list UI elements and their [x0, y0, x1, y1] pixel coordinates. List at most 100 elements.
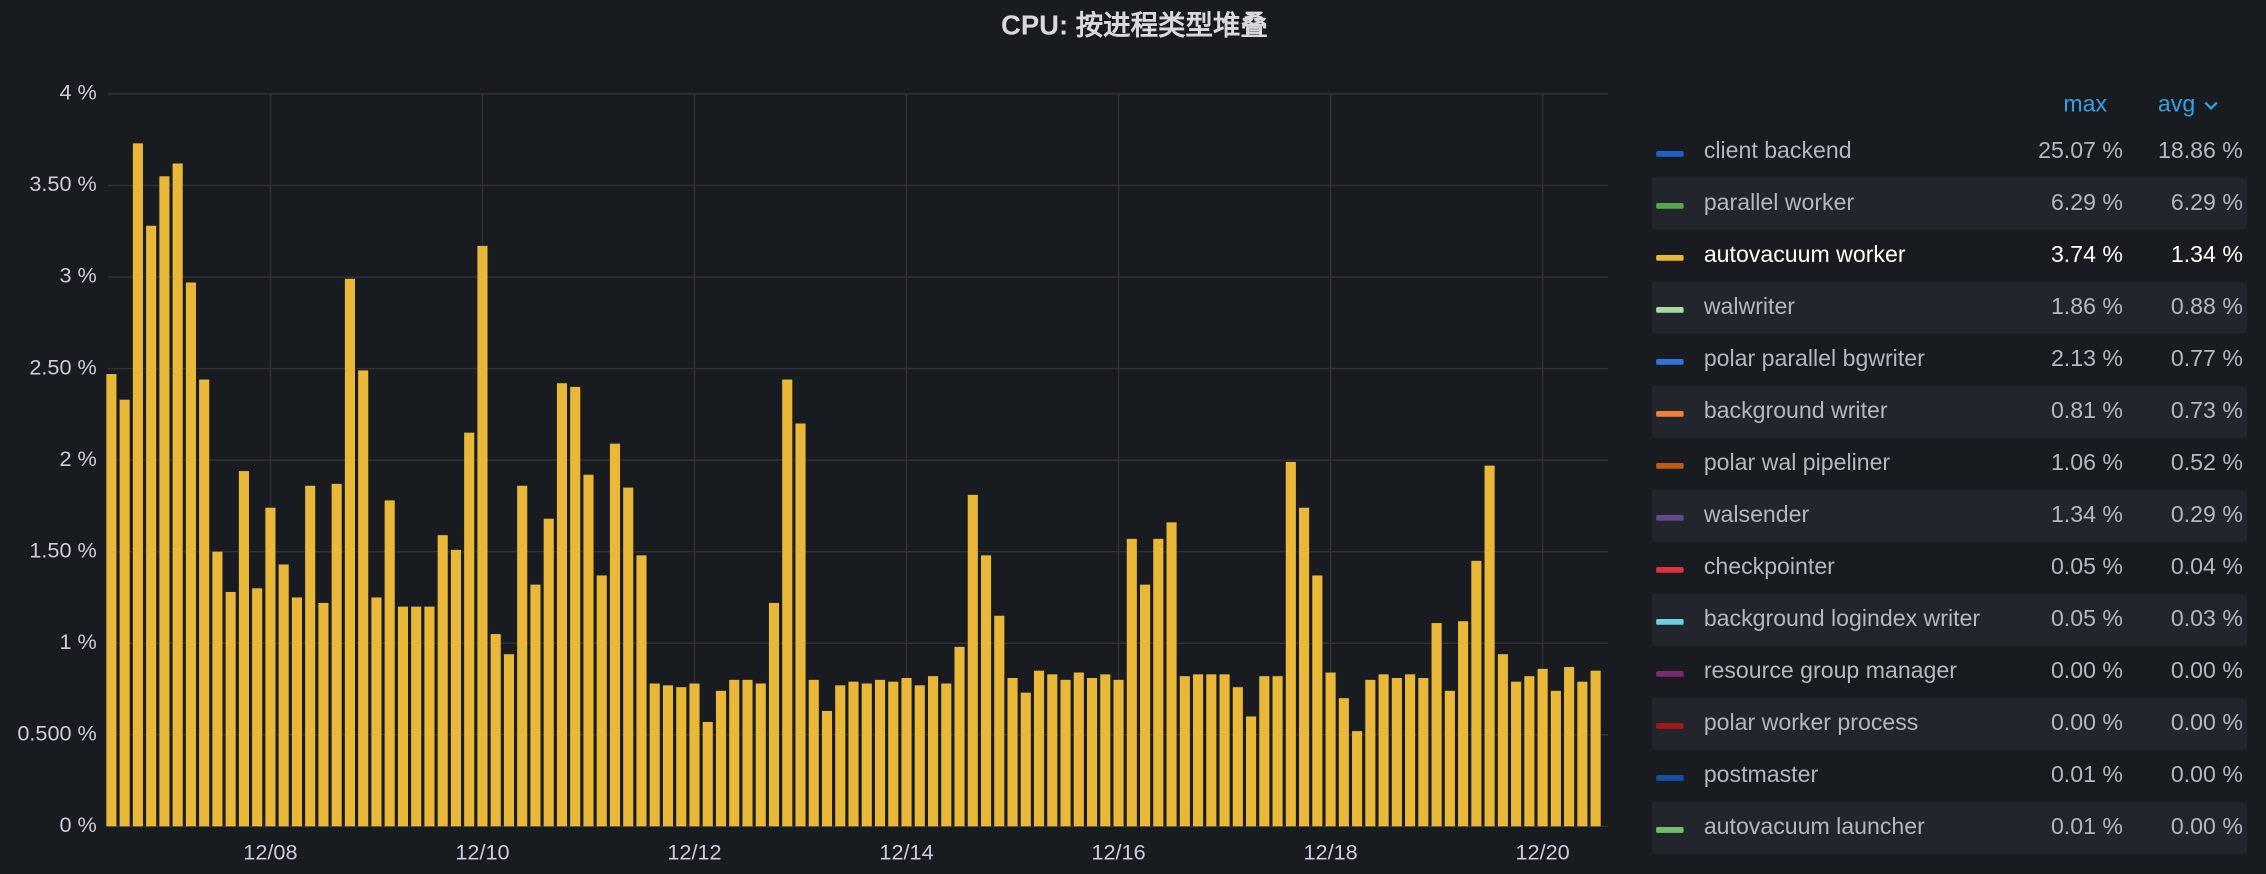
bar: [146, 225, 157, 827]
x-tick-label: 12/12: [667, 839, 721, 864]
legend-swatch: [1656, 358, 1684, 365]
legend-label[interactable]: background logindex writer: [1704, 605, 1981, 631]
bar: [437, 535, 448, 827]
bar: [344, 278, 355, 827]
bar: [503, 654, 515, 827]
bar: [1246, 716, 1257, 827]
bar: [1179, 676, 1190, 827]
bar: [927, 676, 939, 827]
legend-header[interactable]: max: [2063, 91, 2107, 117]
bar: [1259, 676, 1270, 827]
bar: [305, 485, 316, 827]
bar: [994, 615, 1005, 827]
bar: [570, 386, 581, 827]
legend-swatch: [1656, 775, 1684, 781]
legend-label[interactable]: resource group manager: [1704, 657, 1957, 683]
bar: [278, 564, 289, 827]
legend-label[interactable]: postmaster: [1704, 761, 1819, 787]
bar: [238, 471, 249, 827]
legend-swatch: [1656, 306, 1684, 313]
bar: [1299, 507, 1310, 827]
bar: [1206, 674, 1217, 827]
bar: [1365, 679, 1376, 827]
bar: [689, 683, 700, 827]
legend-label[interactable]: client backend: [1704, 137, 1852, 163]
bar: [914, 685, 925, 827]
legend-avg: 0.00 %: [2171, 813, 2243, 839]
bar: [662, 685, 674, 827]
legend-swatch: [1656, 827, 1684, 833]
bar: [1577, 681, 1588, 827]
legend-avg: 0.04 %: [2171, 553, 2243, 579]
bar: [1153, 538, 1164, 827]
bar: [172, 163, 183, 827]
legend-label[interactable]: checkpointer: [1704, 553, 1835, 579]
legend-label[interactable]: background writer: [1704, 397, 1888, 423]
legend-label[interactable]: parallel worker: [1704, 189, 1855, 215]
bar: [530, 584, 541, 827]
bar: [291, 597, 302, 827]
legend-swatch: [1656, 150, 1684, 157]
bar: [1524, 676, 1535, 827]
legend-max: 25.07 %: [2038, 137, 2123, 163]
bar: [1073, 672, 1084, 827]
legend-label[interactable]: autovacuum worker: [1704, 241, 1906, 267]
legend-avg: 6.29 %: [2171, 189, 2243, 215]
bar: [1405, 674, 1416, 827]
legend-avg: 0.77 %: [2171, 345, 2243, 371]
bar: [1471, 560, 1482, 827]
bar: [490, 634, 501, 827]
bar: [331, 483, 342, 827]
legend-max: 1.34 %: [2051, 501, 2123, 527]
bar: [1418, 678, 1429, 827]
legend-avg: 0.73 %: [2171, 397, 2243, 423]
bar: [450, 549, 462, 827]
legend-max: 0.05 %: [2051, 605, 2123, 631]
bar: [649, 683, 660, 827]
bar: [808, 679, 819, 827]
legend-label[interactable]: polar worker process: [1704, 709, 1919, 735]
bar: [702, 721, 713, 827]
bar: [967, 494, 978, 827]
legend-row-background: [1651, 177, 2248, 230]
bar: [901, 678, 912, 827]
bar: [1047, 674, 1058, 827]
legend-label[interactable]: walwriter: [1703, 293, 1795, 319]
bar: [358, 370, 369, 827]
legend-avg: 0.00 %: [2171, 761, 2243, 787]
y-tick-label: 2.50 %: [29, 354, 96, 379]
legend-swatch: [1656, 463, 1684, 469]
legend-max: 0.00 %: [2051, 657, 2123, 683]
bar: [1550, 690, 1561, 827]
bar: [1272, 676, 1283, 827]
bar: [159, 176, 170, 827]
legend-label[interactable]: walsender: [1703, 501, 1810, 527]
legend-header[interactable]: avg: [2158, 91, 2195, 117]
x-tick-label: 12/20: [1516, 839, 1570, 864]
bar: [1100, 674, 1111, 827]
bar: [1193, 674, 1204, 827]
legend-row-background: [1651, 593, 2248, 646]
legend-avg: 0.00 %: [2171, 709, 2243, 735]
legend-row-background: [1651, 697, 2248, 750]
bar: [225, 591, 236, 827]
legend-label[interactable]: polar wal pipeliner: [1704, 449, 1891, 475]
bar: [821, 710, 833, 827]
bar: [715, 690, 727, 827]
bar: [596, 575, 607, 827]
bar: [1325, 672, 1336, 827]
y-tick-label: 0 %: [59, 812, 96, 837]
bar: [1060, 679, 1071, 827]
legend-label[interactable]: polar parallel bgwriter: [1704, 345, 1925, 371]
bar: [384, 500, 395, 827]
legend-avg: 0.03 %: [2171, 605, 2243, 631]
legend-label[interactable]: autovacuum launcher: [1704, 813, 1925, 839]
legend-avg: 0.88 %: [2171, 293, 2243, 319]
legend-max: 3.74 %: [2051, 241, 2123, 267]
bar: [1166, 522, 1177, 827]
legend-max: 0.05 %: [2051, 553, 2123, 579]
legend-avg: 18.86 %: [2158, 137, 2243, 163]
legend-avg: 0.52 %: [2171, 449, 2243, 475]
bar: [1033, 670, 1045, 827]
legend-swatch: [1656, 619, 1684, 625]
